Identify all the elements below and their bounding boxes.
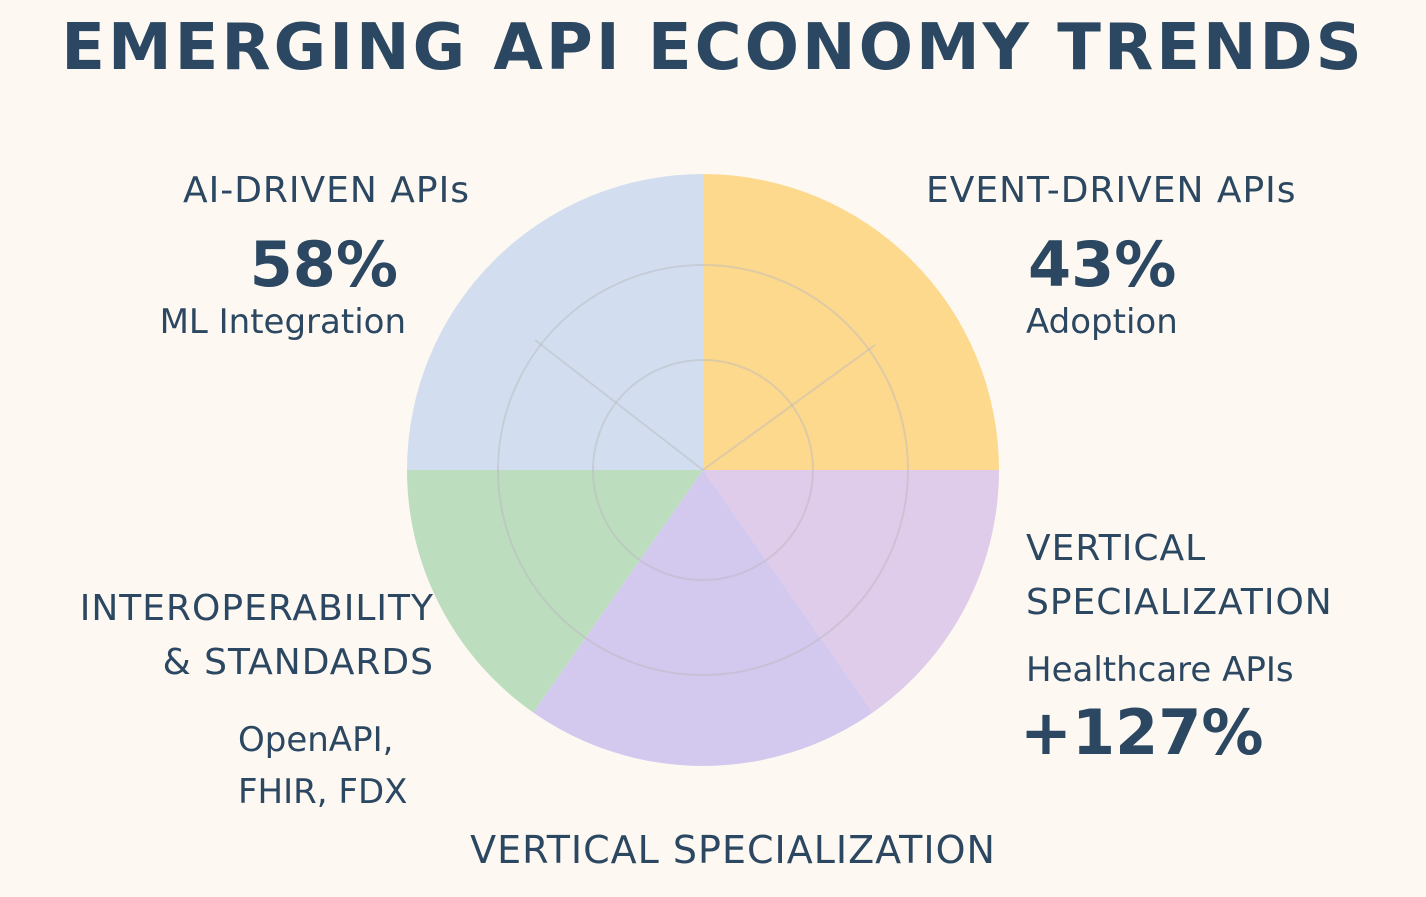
segment-ai-label: AI-DRIVEN APIs 58% ML Integration — [60, 164, 470, 344]
segment-interop-heading-1: INTEROPERABILITY — [79, 588, 434, 629]
segment-vertical-label: VERTICAL SPECIALIZATION Healthcare APIs … — [1020, 522, 1333, 768]
ring-outer — [497, 264, 909, 676]
segment-ai-value: 58% — [249, 228, 398, 301]
segment-ai-sub: ML Integration — [159, 302, 406, 342]
segment-event-label: EVENT-DRIVEN APIs 43% Adoption — [926, 164, 1297, 344]
slice-event — [703, 174, 999, 470]
segment-interop-sub-2: FHIR, FDX — [238, 772, 408, 812]
segment-interop-sub-1: OpenAPI, — [238, 720, 394, 760]
slice-ai — [407, 174, 703, 470]
segment-interop-heading-2: & STANDARDS — [162, 642, 434, 683]
segment-event-heading: EVENT-DRIVEN APIs — [926, 170, 1297, 211]
segment-vertical-heading-2: SPECIALIZATION — [1026, 582, 1333, 623]
slice-vertical — [703, 470, 999, 713]
segment-interop-label: INTEROPERABILITY & STANDARDS OpenAPI, FH… — [30, 582, 434, 818]
segment-event-value: 43% — [1028, 228, 1177, 301]
segment-ai-heading: AI-DRIVEN APIs — [182, 170, 470, 211]
segment-event-sub: Adoption — [1026, 302, 1178, 342]
slice-interop — [407, 470, 703, 713]
slice-vertical-bottom — [533, 470, 873, 766]
spoke-left — [534, 339, 704, 471]
segment-vertical-heading-1: VERTICAL — [1026, 528, 1207, 569]
page-title: EMERGING API ECONOMY TRENDS — [61, 11, 1365, 85]
spoke-right — [702, 344, 876, 471]
segment-vertical-sub: Healthcare APIs — [1026, 650, 1294, 690]
ring-inner — [592, 359, 814, 581]
bottom-label: VERTICAL SPECIALIZATION — [470, 828, 996, 872]
segment-vertical-value: +127% — [1020, 696, 1264, 769]
